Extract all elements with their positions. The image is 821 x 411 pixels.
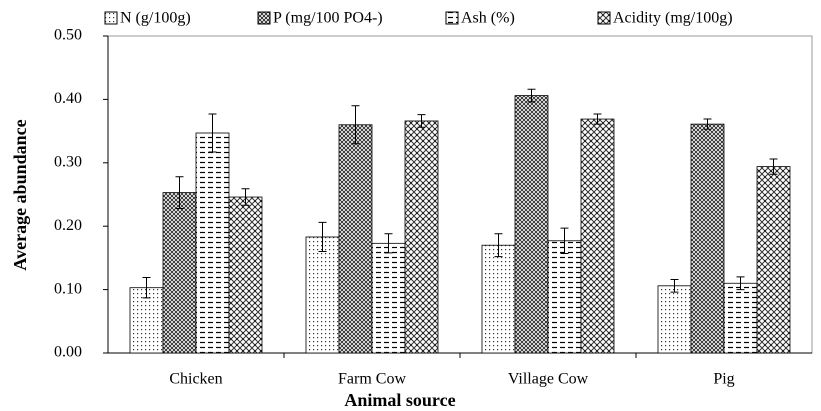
error-bar	[527, 88, 536, 103]
legend-label: N (g/100g)	[120, 10, 191, 27]
error-bar	[703, 118, 712, 130]
error-bar	[208, 113, 217, 153]
bar	[723, 282, 758, 354]
bar	[129, 287, 164, 354]
bar	[195, 132, 230, 354]
legend-swatch	[597, 11, 611, 25]
error-bar	[241, 188, 250, 206]
x-tick-label: Chicken	[169, 371, 222, 388]
error-bar	[142, 277, 151, 299]
x-tick-label: Farm Cow	[338, 371, 406, 388]
bar	[580, 118, 615, 354]
y-tick-label: 0.00	[54, 344, 82, 361]
bar	[547, 240, 582, 354]
error-bar	[318, 221, 327, 253]
bar	[162, 192, 197, 354]
bar	[756, 166, 791, 354]
error-bar	[417, 114, 426, 128]
legend-swatch	[257, 11, 271, 25]
y-tick-label: 0.40	[54, 90, 82, 107]
bar	[481, 244, 516, 354]
bar	[657, 285, 692, 354]
bar	[228, 196, 263, 354]
y-axis-title: Average abundance	[10, 119, 30, 270]
error-bar	[593, 113, 602, 125]
x-axis-title: Animal source	[344, 390, 455, 410]
x-tick-label: Pig	[713, 371, 734, 388]
error-bar	[175, 176, 184, 209]
legend-label: P (mg/100 PO4-)	[273, 10, 383, 27]
legend-label: Acidity (mg/100g)	[613, 10, 733, 27]
error-bar	[351, 105, 360, 145]
bar	[371, 242, 406, 354]
y-tick-label: 0.50	[54, 27, 82, 44]
error-bar	[560, 227, 569, 254]
legend-label: Ash (%)	[461, 10, 515, 27]
legend-swatch	[445, 11, 459, 25]
bar	[514, 95, 549, 354]
y-tick-label: 0.10	[54, 280, 82, 297]
error-bar	[736, 276, 745, 291]
bar	[404, 120, 439, 354]
error-bar	[769, 158, 778, 175]
bar	[690, 123, 725, 354]
error-bar	[494, 233, 503, 258]
y-tick-label: 0.20	[54, 217, 82, 234]
error-bar	[670, 278, 679, 293]
x-tick-label: Village Cow	[508, 371, 589, 388]
error-bar	[384, 233, 393, 254]
bar	[305, 236, 340, 354]
legend-swatch	[104, 11, 118, 25]
bar	[338, 124, 373, 354]
y-tick-label: 0.30	[54, 153, 82, 170]
